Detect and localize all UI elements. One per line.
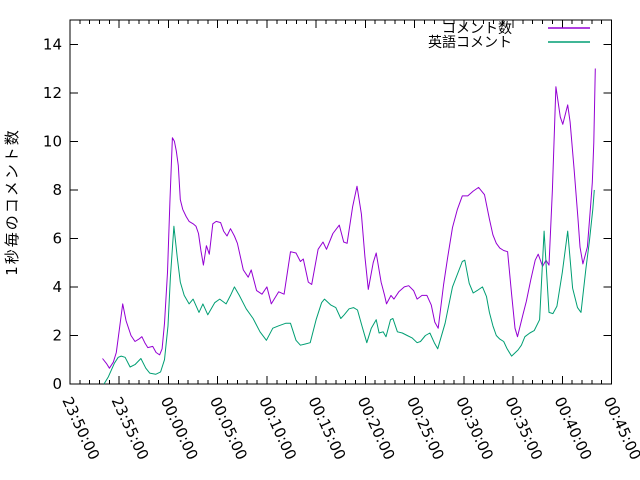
y-tick-label: 10: [43, 132, 62, 150]
x-tick-label: 23:50:00: [58, 394, 103, 463]
series-line-comment-count: [102, 68, 596, 369]
axes: [69, 19, 612, 385]
x-tick-label: 00:35:00: [501, 394, 546, 463]
x-tick-label: 00:45:00: [600, 394, 640, 463]
y-tick-label: 14: [43, 35, 62, 53]
y-tick-label: 2: [52, 326, 62, 344]
x-tick-label: 00:00:00: [157, 394, 202, 463]
x-tick-label: 00:40:00: [551, 394, 596, 463]
x-tick-label: 00:25:00: [403, 394, 448, 463]
y-tick-label: 0: [52, 375, 62, 393]
x-tick-label: 23:55:00: [108, 394, 153, 463]
x-tick-label: 00:10:00: [255, 394, 300, 463]
x-tick-label: 00:30:00: [452, 394, 497, 463]
series-lines: [102, 68, 596, 385]
x-tick-label: 00:05:00: [206, 394, 251, 463]
series-line-english-comments: [103, 189, 595, 385]
y-tick-label: 4: [52, 278, 62, 296]
y-tick-label: 12: [43, 84, 62, 102]
x-tick-label: 00:15:00: [305, 394, 350, 463]
y-tick-label: 8: [52, 181, 62, 199]
y-tick-label: 6: [52, 229, 62, 247]
x-tick-label: 00:20:00: [354, 394, 399, 463]
legend-label-english-comments: 英語コメント: [428, 34, 512, 51]
legend: コメント数 英語コメント: [428, 21, 590, 51]
y-axis-title: 1秒毎のコメント数: [3, 128, 21, 276]
tick-labels: 23:50:00 23:55:00 00:00:00 00:05:00 00:10:00…: [43, 35, 640, 462]
legend-label-comment-count: コメント数: [442, 21, 512, 37]
plot-border: [69, 19, 612, 385]
